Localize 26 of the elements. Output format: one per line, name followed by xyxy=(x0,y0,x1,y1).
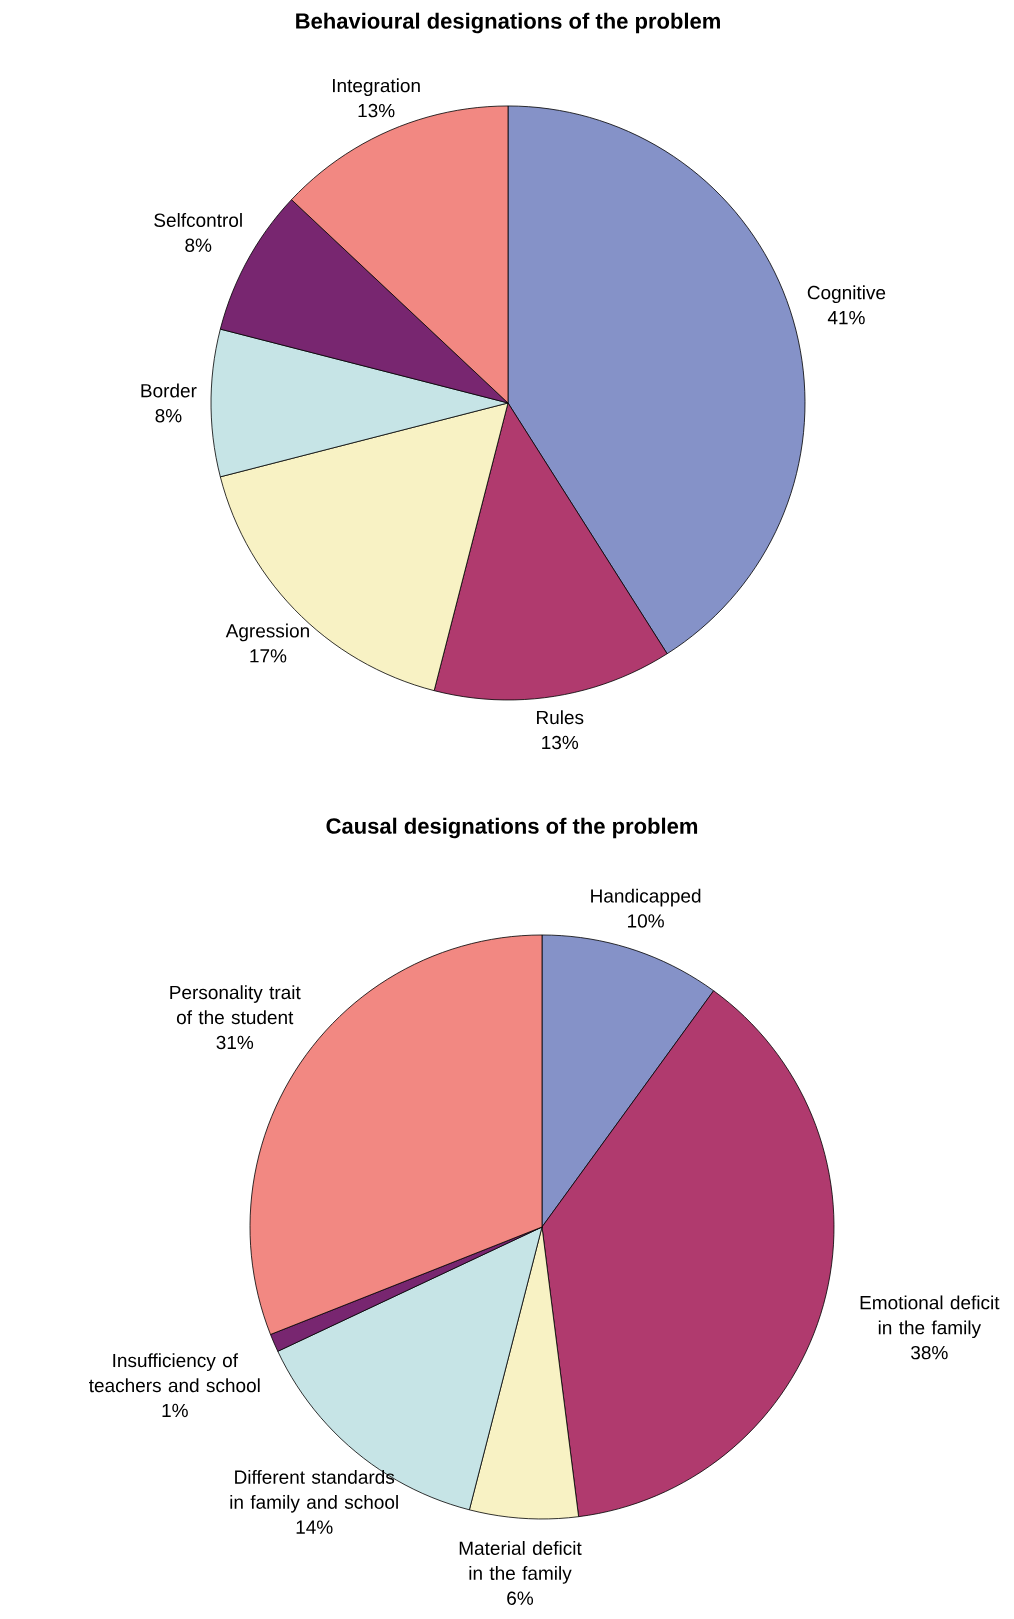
data-label: 17% xyxy=(250,649,287,663)
slice-label: Border xyxy=(141,383,197,398)
slice-label: Material deficit in the family xyxy=(459,1541,582,1584)
data-label: 13% xyxy=(542,735,579,750)
chart-title: Causal designations of the problem xyxy=(326,817,698,839)
slice-label: Personality trait of the student xyxy=(170,985,301,1025)
slice-label: Agression xyxy=(225,623,310,642)
data-label: 8% xyxy=(155,409,182,423)
data-label: 38% xyxy=(911,1345,948,1360)
data-label: 41% xyxy=(827,310,865,325)
data-label: 13% xyxy=(358,103,395,118)
slice-label: Different standards in family and school xyxy=(230,1469,398,1513)
slice-label: Handicapped xyxy=(591,888,701,907)
data-label: 31% xyxy=(216,1035,254,1050)
slice-label: Cognitive xyxy=(807,285,886,304)
data-label: 1% xyxy=(162,1403,188,1418)
data-label: 14% xyxy=(296,1520,333,1534)
data-label: 8% xyxy=(185,238,212,252)
slice-label: Rules xyxy=(537,710,584,725)
slice-label: Insufficiency of teachers and school xyxy=(89,1353,260,1393)
chart-title: Behavioural designations of the problem xyxy=(296,12,721,34)
slice-label: Integration xyxy=(333,78,420,97)
data-label: 10% xyxy=(628,914,665,928)
slice-label: Emotional deficit in the family xyxy=(860,1295,1000,1339)
slice-label: Selfcontrol xyxy=(154,213,242,227)
data-label: 6% xyxy=(507,1591,534,1605)
